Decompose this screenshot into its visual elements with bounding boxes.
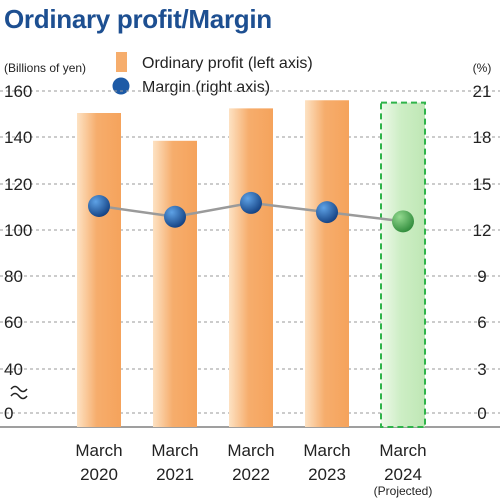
x-axis-category-label: March [303, 441, 350, 460]
x-axis-category-label: 2021 [156, 465, 194, 484]
right-axis-tick-label: 12 [473, 221, 492, 240]
x-axis-category-label: March [379, 441, 426, 460]
left-axis-unit: (Billions of yen) [4, 61, 86, 75]
axis-break-icon [10, 385, 28, 400]
margin-line [88, 191, 414, 233]
left-axis-tick-label: 0 [4, 404, 13, 423]
margin-point [164, 205, 186, 228]
margin-point [316, 201, 338, 224]
bar-ordinary-profit [305, 100, 349, 428]
left-axis-tick-label: 60 [4, 313, 23, 332]
x-axis-category-label: March [151, 441, 198, 460]
page-title: Ordinary profit/Margin [4, 4, 272, 34]
axis-ticks: 160 140 120 100 80 60 40 0 21 18 15 12 9 6 3 0 [4, 82, 491, 423]
x-axis-category-label: 2020 [80, 465, 118, 484]
x-axis-category-label: March [75, 441, 122, 460]
x-axis-category-label: 2024 [384, 465, 422, 484]
legend-label-ordinary-profit: Ordinary profit (left axis) [142, 55, 313, 72]
bar-ordinary-profit [229, 108, 273, 427]
left-axis-tick-label: 100 [4, 221, 32, 240]
legend: Ordinary profit (left axis) Margin (righ… [112, 52, 313, 96]
right-axis-unit: (%) [473, 61, 492, 75]
legend-label-margin: Margin (right axis) [142, 79, 270, 96]
legend-margin-marker [112, 77, 130, 95]
left-axis-tick-label: 80 [4, 267, 23, 286]
bar-ordinary-profit [77, 113, 121, 427]
left-axis-tick-label: 40 [4, 360, 23, 379]
margin-point [88, 195, 110, 217]
bar-ordinary-profit [153, 140, 197, 427]
x-axis-category-label: March [227, 441, 274, 460]
right-axis-tick-label: 0 [477, 404, 486, 423]
right-axis-tick-label: 21 [473, 82, 492, 101]
margin-point [240, 191, 262, 214]
right-axis-tick-label: 6 [477, 313, 486, 332]
right-axis-tick-label: 9 [477, 267, 486, 286]
legend-bar-swatch [116, 52, 127, 72]
left-axis-tick-label: 160 [4, 82, 32, 101]
x-axis-category-label: 2022 [232, 465, 270, 484]
margin-point-projected [392, 210, 414, 233]
right-axis-tick-label: 18 [473, 128, 492, 147]
bar-ordinary-profit-projected [380, 101, 426, 428]
right-axis-tick-label: 15 [473, 175, 492, 194]
left-axis-tick-label: 140 [4, 128, 32, 147]
x-axis-labels: March 2020 March 2021 March 2022 March 2023 Marc… [75, 441, 432, 498]
left-axis-tick-label: 120 [4, 175, 32, 194]
x-axis-category-label: 2023 [308, 465, 346, 484]
bars [77, 100, 426, 428]
right-axis-tick-label: 3 [477, 360, 486, 379]
x-axis-projected-note: (Projected) [374, 484, 433, 498]
